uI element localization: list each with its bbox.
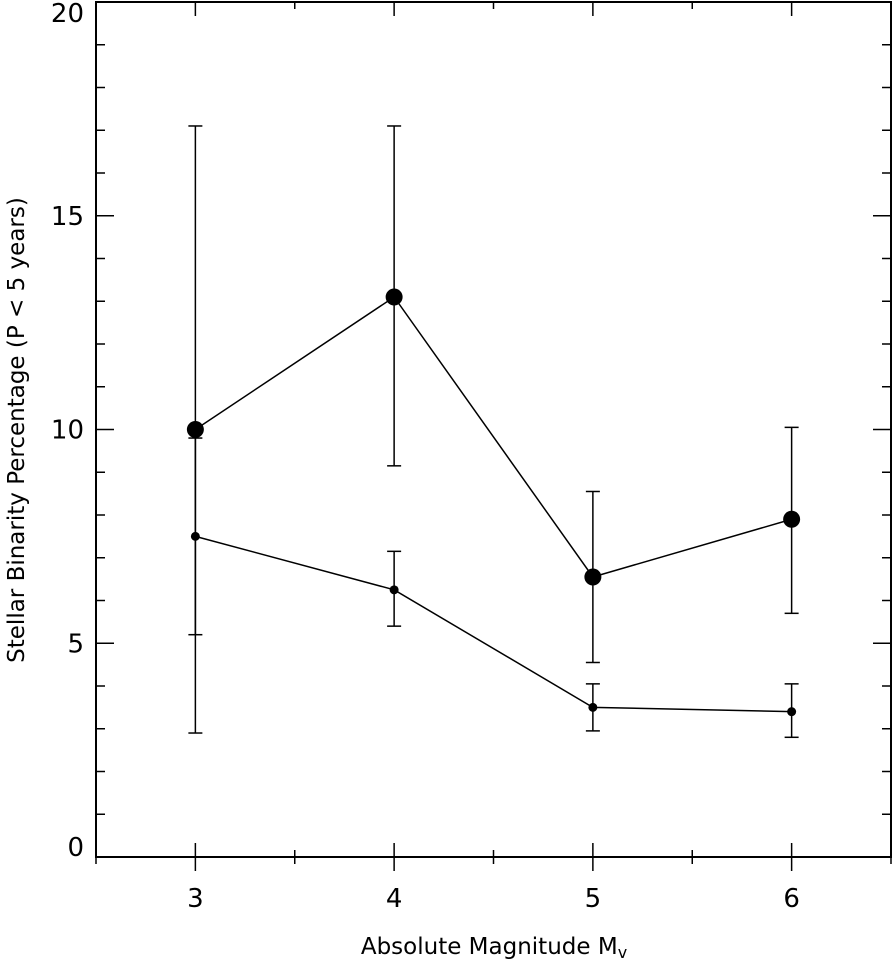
axis-ticks bbox=[95, 1, 892, 871]
data-point bbox=[588, 702, 598, 712]
x-axis-label-main: Absolute Magnitude M bbox=[361, 934, 618, 960]
data-point bbox=[783, 510, 801, 528]
y-axis-label: Stellar Binarity Percentage (P < 5 years… bbox=[4, 197, 30, 663]
y-tick-label: 10 bbox=[51, 416, 84, 446]
plot-frame bbox=[95, 1, 892, 858]
x-tick-label: 5 bbox=[585, 884, 602, 914]
y-tick-label: 15 bbox=[51, 202, 84, 232]
data-point bbox=[389, 585, 399, 595]
y-tick-label: 20 bbox=[51, 0, 84, 29]
data-point bbox=[186, 421, 204, 438]
series-large-circle bbox=[186, 125, 801, 734]
x-axis-label-subscript: v bbox=[618, 943, 627, 962]
data-series bbox=[186, 125, 801, 739]
series-line bbox=[194, 295, 792, 578]
x-tick-label: 6 bbox=[783, 884, 800, 914]
series-line bbox=[195, 535, 792, 713]
x-tick-label: 4 bbox=[386, 884, 403, 914]
y-tick-labels: 0 5 10 15 20 bbox=[51, 0, 84, 863]
x-axis-label: Absolute Magnitude Mv bbox=[361, 934, 627, 962]
x-tick-labels: 3 4 5 6 bbox=[187, 884, 800, 914]
y-tick-label: 5 bbox=[67, 629, 84, 659]
data-point bbox=[787, 707, 797, 717]
y-tick-label: 0 bbox=[67, 833, 84, 863]
data-point bbox=[385, 288, 403, 306]
series-small-circle bbox=[188, 437, 799, 739]
data-point bbox=[190, 531, 200, 541]
data-point bbox=[584, 568, 602, 586]
x-tick-label: 3 bbox=[187, 884, 204, 914]
